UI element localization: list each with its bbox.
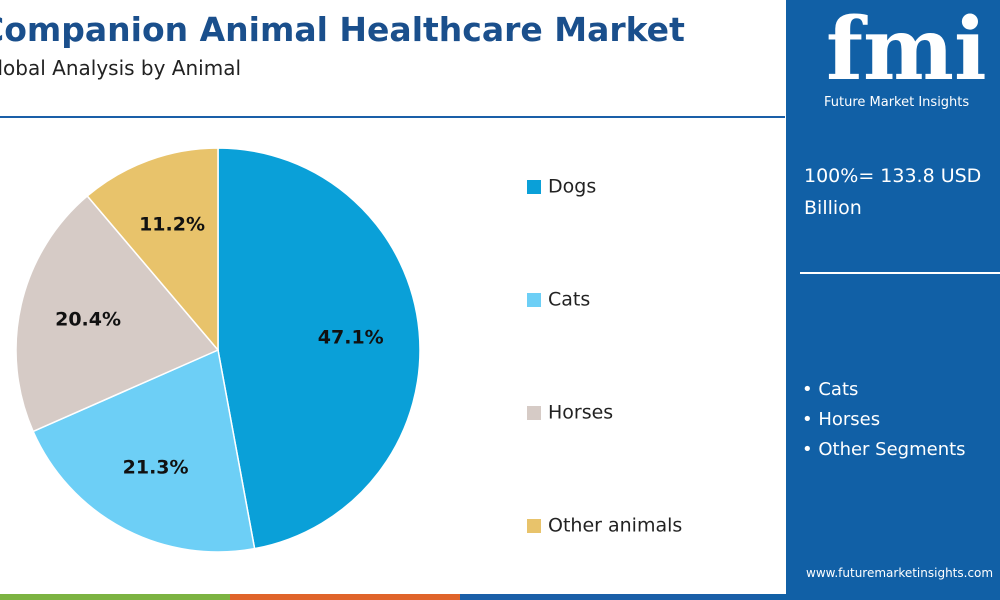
segment-label: Horses [818, 409, 881, 430]
legend-swatch [527, 293, 541, 307]
logo-mark: fmi [826, 0, 987, 100]
chart: 47.1% Dogs 21.3% Cats 20.4% Horses 11.2% Other … [15, 147, 682, 553]
data-label: 21.3% [123, 456, 189, 478]
divider [0, 116, 785, 118]
segment-item: • Horses [802, 405, 966, 435]
market-total: 100%= 133.8 USD Billion [804, 165, 982, 219]
legend-swatch [527, 519, 541, 533]
chart-subtitle: Global Analysis by Animal [0, 56, 242, 80]
chart-title: Companion Animal Healthcare Market [0, 10, 685, 49]
legend-swatch [527, 406, 541, 420]
strip-segment [760, 594, 1000, 600]
segment-label: Other Segments [818, 439, 966, 460]
pie-slice [217, 147, 421, 550]
pie-slice [15, 194, 220, 433]
data-label: 47.1% [318, 326, 384, 348]
data-label: 20.4% [55, 309, 121, 331]
logo-name: Future Market Insights [824, 95, 970, 110]
segment-list: • Cats • Horses • Other Segments [802, 375, 966, 465]
legend-label: Cats [548, 289, 590, 311]
pie-slice [86, 147, 219, 353]
segment-item: • Other Segments [802, 435, 966, 465]
strip-segment [230, 594, 460, 600]
bullet: • [802, 379, 819, 400]
pie-slice [32, 348, 256, 553]
bullet: • [802, 409, 819, 430]
website: www.futuremarketinsights.com [806, 566, 994, 580]
segment-label: Cats [818, 379, 859, 400]
strip-segment [0, 594, 230, 600]
color-strip [0, 594, 1000, 600]
segment-item: • Cats [802, 375, 966, 405]
divider [800, 272, 1000, 274]
legend-label: Other animals [548, 515, 682, 537]
strip-segment [460, 594, 760, 600]
data-label: 11.2% [139, 213, 205, 235]
bullet: • [802, 439, 819, 460]
legend-swatch [527, 180, 541, 194]
legend-label: Horses [548, 402, 613, 424]
side-panel: fmi Future Market Insights 100%= 133.8 U… [786, 0, 1000, 600]
legend-label: Dogs [548, 176, 596, 198]
